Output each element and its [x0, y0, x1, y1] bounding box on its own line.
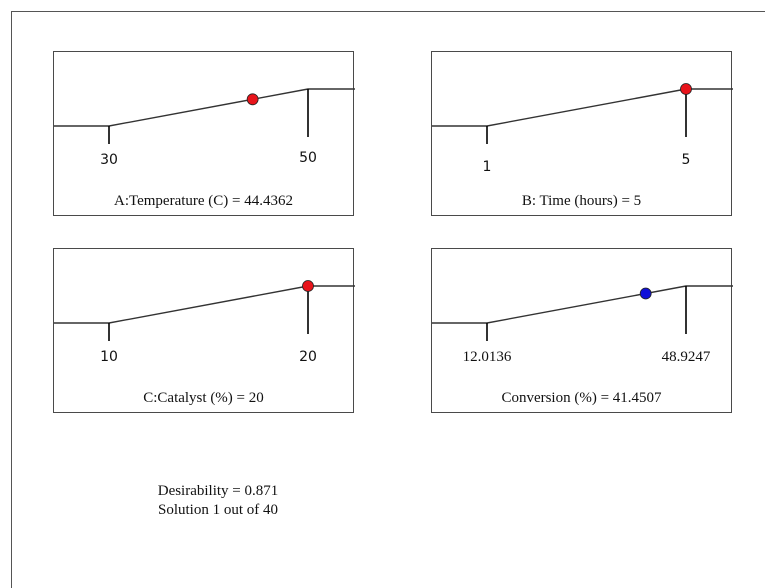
high-label-temperature: 50: [299, 150, 317, 166]
high-label-catalyst: 20: [299, 349, 317, 365]
ramp-panel-temperature: 30 50 A:Temperature (C) = 44.4362: [53, 51, 355, 216]
low-label-temperature: 30: [100, 152, 118, 168]
high-label-conversion: 48.9247: [662, 349, 711, 365]
ramp-line-conversion: [432, 285, 733, 324]
ramp-plot-temperature: 30 50: [54, 88, 355, 168]
value-marker-conversion: [639, 287, 652, 300]
ramp-line-catalyst: [54, 285, 355, 324]
low-label-catalyst: 10: [100, 349, 118, 365]
low-label-time: 1: [483, 159, 492, 175]
ramp-panel-conversion: 12.0136 48.9247 Conversion (%) = 41.4507: [431, 248, 733, 413]
low-label-conversion: 12.0136: [463, 349, 512, 365]
caption-time: B: Time (hours) = 5: [521, 193, 642, 209]
caption-conversion: Conversion (%) = 41.4507: [501, 390, 662, 406]
value-marker-temperature: [246, 93, 259, 106]
ramp-line-time: [432, 88, 733, 127]
caption-temperature: A:Temperature (C) = 44.4362: [113, 193, 294, 209]
caption-catalyst: C:Catalyst (%) = 20: [143, 390, 264, 406]
value-marker-time: [680, 83, 692, 95]
ramp-plot-catalyst: 10 20: [54, 280, 355, 365]
value-marker-catalyst: [302, 280, 314, 292]
desirability-text: Desirability = 0.871: [157, 483, 279, 499]
ramp-panel-catalyst: 10 20 C:Catalyst (%) = 20: [53, 248, 355, 413]
high-label-time: 5: [682, 152, 691, 168]
plot-frame: [11, 11, 765, 588]
ramp-plot-conversion: 12.0136 48.9247: [432, 285, 733, 365]
solution-text: Solution 1 out of 40: [157, 502, 278, 518]
ramp-line-temperature: [54, 88, 355, 127]
